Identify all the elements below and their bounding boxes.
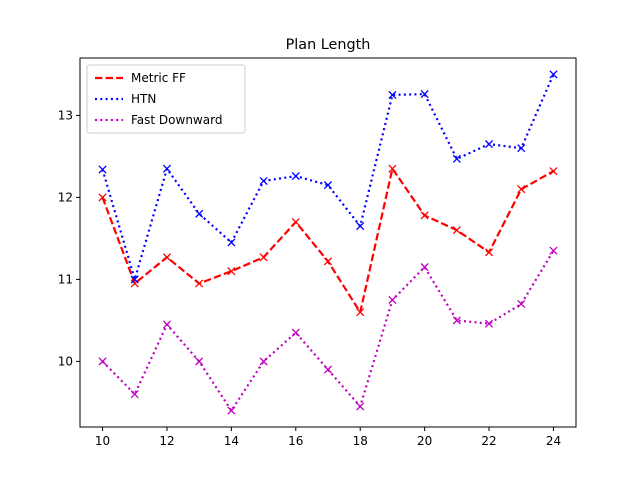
data-point <box>98 193 107 202</box>
data-point <box>98 357 107 366</box>
data-point <box>162 253 172 262</box>
data-point <box>195 209 204 218</box>
series-line <box>101 73 555 281</box>
data-point <box>420 211 429 220</box>
data-point <box>484 140 494 149</box>
data-point <box>98 165 107 174</box>
y-tick-label: 12 <box>58 190 73 204</box>
data-point <box>259 357 268 366</box>
legend-item: Metric FF <box>95 71 186 85</box>
data-point <box>356 308 365 317</box>
data-point <box>452 226 461 235</box>
y-tick-label: 11 <box>58 272 73 286</box>
data-point <box>195 279 204 288</box>
data-point <box>452 316 461 325</box>
data-point <box>484 319 494 328</box>
data-point <box>517 185 526 194</box>
data-point <box>517 144 526 153</box>
data-point <box>291 172 300 181</box>
data-point <box>130 390 139 399</box>
axes-layer: 10 12 14 16 18 20 22 24 10 11 12 13 <box>58 57 577 448</box>
data-point <box>259 253 268 262</box>
data-point <box>323 257 333 266</box>
axes-frame <box>79 57 577 428</box>
series-layer <box>98 70 558 415</box>
legend-label: Metric FF <box>131 71 186 85</box>
data-point <box>323 365 333 374</box>
data-point <box>162 320 172 329</box>
data-point <box>259 176 268 186</box>
x-tick-label: 24 <box>546 434 561 448</box>
data-point <box>420 263 429 272</box>
data-point <box>388 164 397 173</box>
data-point <box>227 238 236 247</box>
data-point <box>227 406 236 415</box>
series-0 <box>98 164 558 317</box>
legend-item: Fast Downward <box>95 113 222 127</box>
data-point <box>162 164 172 173</box>
y-tick-label: 10 <box>58 354 73 368</box>
data-point <box>388 295 397 304</box>
x-tick-label: 16 <box>288 434 303 448</box>
legend-label: Fast Downward <box>131 113 222 127</box>
data-point <box>452 154 461 163</box>
data-point <box>420 90 429 99</box>
series-line <box>101 250 555 412</box>
data-point <box>130 275 139 284</box>
data-point <box>356 222 365 231</box>
data-point <box>549 246 558 255</box>
legend: Metric FF HTN Fast Downward <box>86 64 246 134</box>
chart-title: Plan Length <box>286 37 371 53</box>
legend-label: HTN <box>131 92 156 106</box>
x-tick-label: 14 <box>224 434 239 448</box>
x-tick-label: 10 <box>95 434 110 448</box>
legend-item: HTN <box>95 92 156 106</box>
data-point <box>484 248 494 257</box>
series-2 <box>98 246 558 415</box>
data-point <box>517 299 526 309</box>
data-point <box>291 328 300 337</box>
data-point <box>549 70 558 79</box>
data-point <box>323 181 333 190</box>
y-tick-label: 13 <box>58 108 73 122</box>
x-tick-label: 12 <box>159 434 174 448</box>
data-point <box>356 402 365 411</box>
x-tick-label: 22 <box>481 434 496 448</box>
x-tick-label: 20 <box>417 434 432 448</box>
data-point <box>195 357 204 366</box>
legend-frame <box>86 64 246 134</box>
data-point <box>549 167 558 176</box>
x-tick-label: 18 <box>353 434 368 448</box>
series-1 <box>98 70 558 284</box>
data-point <box>388 90 397 99</box>
data-point <box>227 267 236 276</box>
data-point <box>291 217 300 227</box>
